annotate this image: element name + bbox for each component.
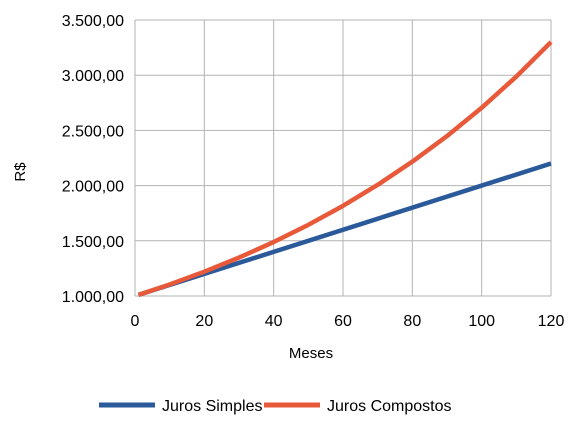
legend-label: Juros Simples	[162, 398, 262, 415]
y-tick-label: 2.000,00	[62, 179, 124, 196]
x-tick-label: 20	[195, 313, 213, 330]
x-tick-label: 60	[334, 313, 352, 330]
x-tick-label: 40	[265, 313, 283, 330]
x-tick-label: 80	[403, 313, 421, 330]
grid-lines	[134, 19, 552, 297]
series-lines	[137, 40, 553, 298]
y-axis-title: R$	[12, 162, 29, 182]
y-tick-label: 1.500,00	[62, 234, 124, 251]
x-axis-title: Meses	[289, 345, 333, 362]
y-tick-label: 3.000,00	[62, 68, 124, 85]
y-tick-label: 2.500,00	[62, 123, 124, 140]
x-tick-label: 0	[131, 313, 140, 330]
y-tick-label: 3.500,00	[62, 13, 124, 30]
legend: Juros Simples Juros Compostos	[99, 398, 452, 415]
tick-labels: 0 20 40 60 80 100 120 1.000,00 1.500,00 2.000,00 2…	[62, 13, 565, 330]
y-tick-label: 1.000,00	[62, 289, 124, 306]
x-tick-label: 100	[468, 313, 495, 330]
series-line-juros-simples	[137, 161, 552, 298]
x-tick-label: 120	[538, 313, 565, 330]
series-line-juros-compostos	[137, 40, 553, 298]
legend-label: Juros Compostos	[327, 398, 452, 415]
